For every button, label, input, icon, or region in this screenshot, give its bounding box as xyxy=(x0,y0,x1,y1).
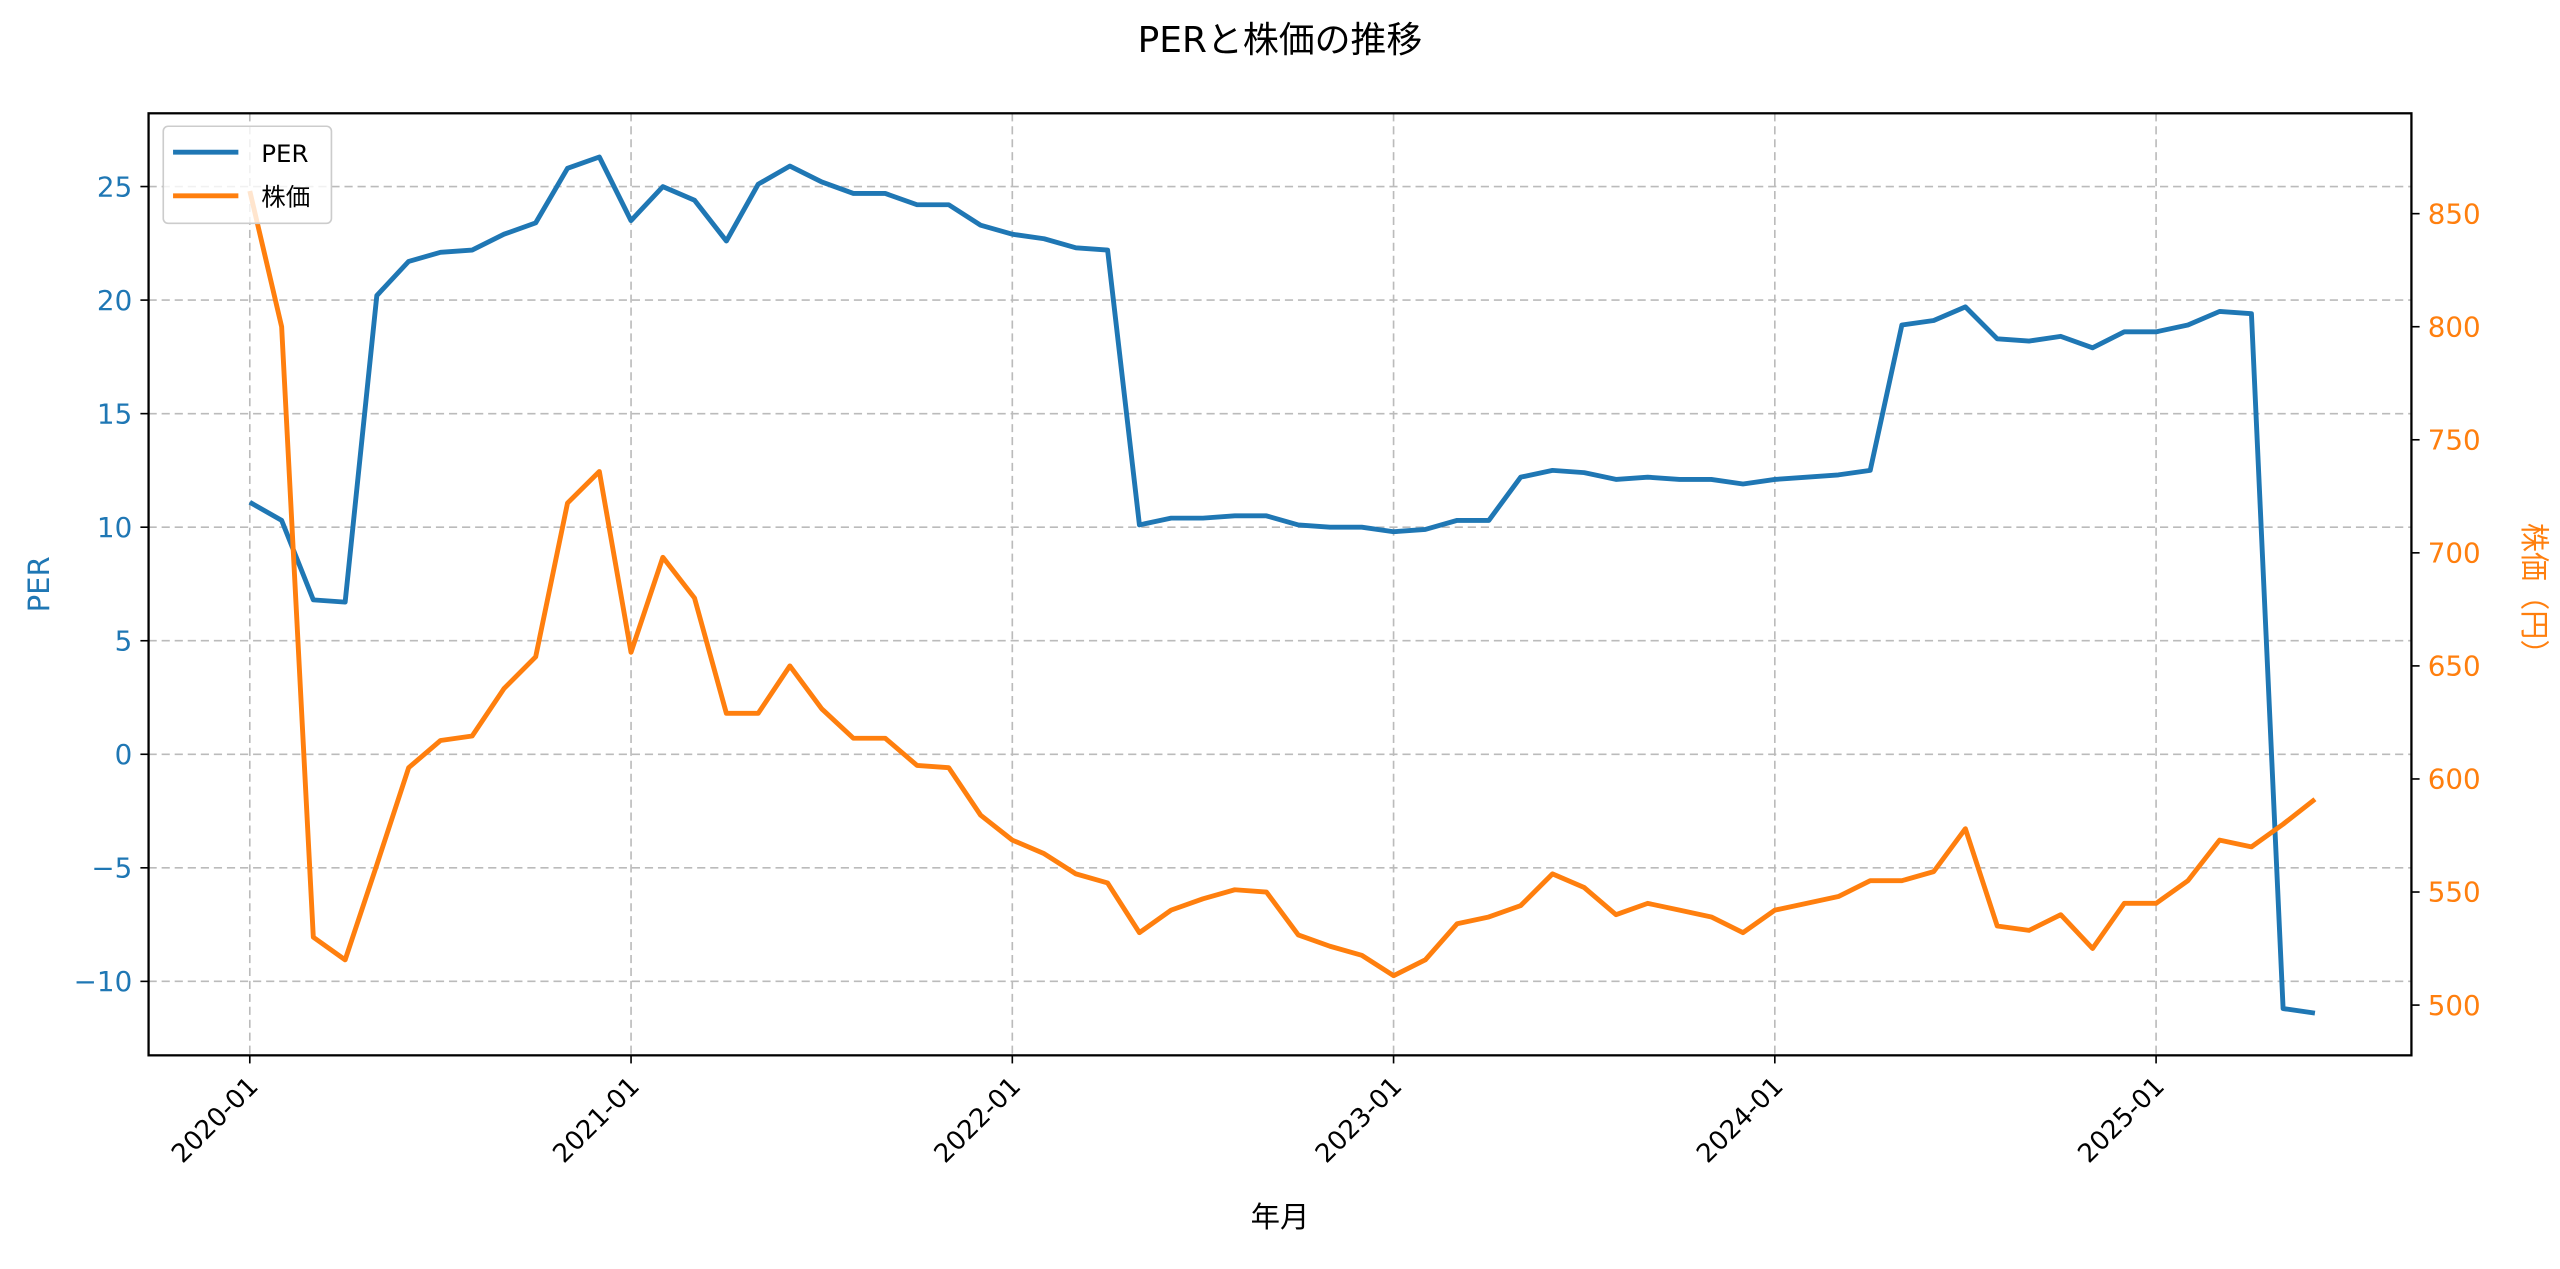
y-left-tick-label: 20 xyxy=(97,284,132,317)
left-axis: 25 20 15 10 5 0 −5 −10 xyxy=(74,170,149,998)
y-right-tick-label: 650 xyxy=(2428,650,2481,683)
y-right-tick-label: 850 xyxy=(2428,197,2481,230)
y-left-axis-label: PER xyxy=(22,556,56,612)
price-line xyxy=(247,190,2317,979)
y-left-tick-label: 15 xyxy=(97,397,132,430)
plot-lines xyxy=(247,154,2317,1016)
plot-area-frame xyxy=(147,112,2413,1057)
chart-title: PERと株価の推移 xyxy=(1138,20,1423,61)
legend: PER 株価 xyxy=(162,125,333,225)
per-line xyxy=(248,154,2316,1016)
right-axis: 850 800 750 700 650 600 550 500 xyxy=(2411,197,2481,1022)
legend-label-per: PER xyxy=(261,139,308,168)
y-left-tick-label: −10 xyxy=(74,965,133,998)
x-axis-label: 年月 xyxy=(1251,1200,1310,1234)
y-left-tick-label: 0 xyxy=(115,738,133,771)
x-tick-label: 2025-01 xyxy=(2072,1072,2170,1170)
y-right-tick-label: 500 xyxy=(2428,989,2481,1022)
y-right-tick-label: 700 xyxy=(2428,537,2481,570)
y-left-tick-label: 10 xyxy=(97,511,132,544)
y-right-tick-label: 750 xyxy=(2428,424,2481,457)
x-tick-label: 2023-01 xyxy=(1310,1072,1408,1170)
y-left-tick-label: −5 xyxy=(91,852,132,885)
y-right-tick-label: 800 xyxy=(2428,311,2481,344)
x-tick-label: 2022-01 xyxy=(929,1072,1027,1170)
grid xyxy=(148,113,2412,1056)
y-right-axis-label: 株価（円） xyxy=(2517,523,2551,669)
y-left-tick-label: 5 xyxy=(115,625,133,658)
y-left-tick-label: 25 xyxy=(97,170,132,203)
legend-label-price: 株価 xyxy=(261,183,310,212)
x-axis: 2020-01 2021-01 2022-01 2023-01 2024-01 2025-… xyxy=(166,1055,2171,1169)
y-right-tick-label: 600 xyxy=(2428,763,2481,796)
y-right-tick-label: 550 xyxy=(2428,876,2481,909)
x-tick-label: 2024-01 xyxy=(1691,1072,1789,1170)
x-tick-label: 2020-01 xyxy=(166,1072,264,1170)
x-tick-label: 2021-01 xyxy=(547,1072,645,1170)
